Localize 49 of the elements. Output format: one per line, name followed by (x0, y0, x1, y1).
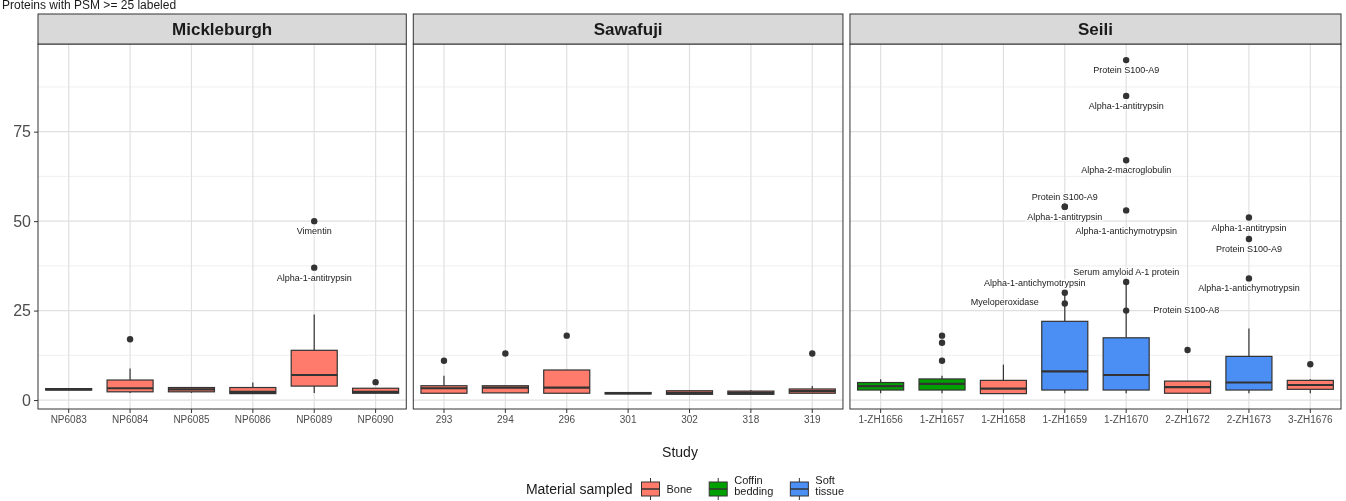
x-tick-label: 302 (681, 414, 699, 426)
x-tick-label: NP6084 (112, 414, 149, 426)
annotation: Protein S100-A8 (1153, 304, 1220, 315)
annotation: Protein S100-A9 (1215, 244, 1282, 255)
x-tick-label: 3-ZH1676 (1288, 414, 1333, 426)
y-tick-label: 25 (13, 302, 32, 320)
annotation: Alpha-1-antitrypsin (1211, 222, 1287, 233)
x-tick-label: 301 (619, 414, 637, 426)
chart-title: Seili (1077, 20, 1113, 39)
chart-title: Mickleburgh (172, 20, 273, 39)
x-tick-label: 2-ZH1673 (1226, 414, 1272, 426)
chart-title: Sawafuji (593, 20, 663, 39)
annotation: Serum amyloid A-1 protein (1073, 266, 1180, 277)
legend-title: Material sampled (525, 481, 633, 497)
legend-label: Bone (666, 483, 693, 495)
annotation: Alpha-1-antichymotrypsin (1198, 283, 1300, 294)
x-tick-label: NP6086 (234, 414, 272, 426)
x-tick-label: NP6089 (296, 414, 333, 426)
x-tick-label: 319 (803, 414, 822, 426)
x-tick-label: 1-ZH1658 (981, 414, 1027, 426)
x-tick-label: 293 (435, 414, 453, 426)
annotation: Protein S100-A9 (1093, 65, 1160, 76)
x-tick-label: 1-ZH1659 (1042, 414, 1088, 426)
x-tick-label: 294 (497, 414, 515, 426)
y-tick-label: 75 (13, 123, 32, 141)
annotation: Alpha-2-macroglobulin (1081, 165, 1172, 176)
annotation: Vimentin (296, 226, 332, 237)
text: Proteins with PSM >= 25 labeled (2, 0, 177, 12)
x-tick-label: NP6083 (50, 414, 88, 426)
annotation: Alpha-1-antichymotrypsin (1075, 226, 1177, 237)
legend-label: Soft tissue (815, 474, 845, 497)
x-tick-label: 1-ZH1656 (858, 414, 904, 426)
x-tick-label: 296 (558, 414, 576, 426)
x-tick-label: 318 (742, 414, 760, 426)
x-axis-title: Study (662, 444, 698, 460)
y-tick-label: 0 (22, 391, 32, 409)
annotation: Alpha-1-antitrypsin (1088, 100, 1164, 111)
y-tick-label: 50 (13, 212, 32, 230)
annotation: Myeloperoxidase (970, 297, 1039, 308)
x-tick-label: 1-ZH1657 (919, 414, 965, 426)
annotation: Alpha-1-antitrypsin (276, 272, 352, 283)
x-tick-label: NP6090 (357, 414, 395, 426)
annotation: Alpha-1-antitrypsin (1027, 211, 1103, 222)
annotation: Protein S100-A9 (1031, 191, 1098, 202)
legend-label: Coffin bedding (734, 474, 774, 497)
x-tick-label: 1-ZH1670 (1103, 414, 1149, 426)
annotation: Alpha-1-antichymotrypsin (984, 277, 1086, 288)
x-tick-label: 2-ZH1672 (1165, 414, 1211, 426)
x-tick-label: NP6085 (173, 414, 210, 426)
